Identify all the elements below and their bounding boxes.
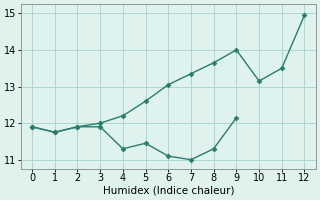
X-axis label: Humidex (Indice chaleur): Humidex (Indice chaleur) — [102, 186, 234, 196]
